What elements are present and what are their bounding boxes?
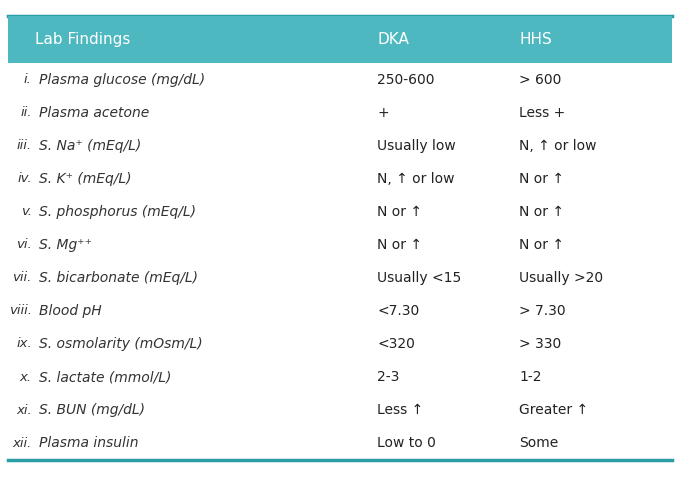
Text: Usually low: Usually low (377, 139, 456, 153)
Text: S. Na⁺ (mEq/L): S. Na⁺ (mEq/L) (39, 139, 141, 153)
Text: HHS: HHS (520, 32, 552, 47)
Text: viii.: viii. (9, 304, 32, 317)
Text: N or ↑: N or ↑ (377, 205, 422, 219)
Text: vii.: vii. (12, 272, 32, 285)
Text: iii.: iii. (17, 140, 32, 153)
FancyBboxPatch shape (8, 63, 672, 96)
Text: Greater ↑: Greater ↑ (520, 403, 589, 417)
Text: S. K⁺ (mEq/L): S. K⁺ (mEq/L) (39, 172, 131, 186)
Text: xi.: xi. (16, 404, 32, 417)
Text: Usually <15: Usually <15 (377, 271, 462, 285)
FancyBboxPatch shape (8, 195, 672, 228)
Text: Plasma insulin: Plasma insulin (39, 436, 138, 450)
Text: ix.: ix. (16, 337, 32, 350)
FancyBboxPatch shape (8, 262, 672, 295)
Text: N, ↑ or low: N, ↑ or low (377, 172, 455, 186)
Text: S. bicarbonate (mEq/L): S. bicarbonate (mEq/L) (39, 271, 198, 285)
FancyBboxPatch shape (8, 360, 672, 394)
FancyBboxPatch shape (8, 16, 672, 63)
Text: +: + (377, 106, 389, 120)
Text: S. BUN (mg/dL): S. BUN (mg/dL) (39, 403, 145, 417)
FancyBboxPatch shape (8, 228, 672, 262)
Text: 1-2: 1-2 (520, 370, 542, 384)
FancyBboxPatch shape (8, 295, 672, 327)
FancyBboxPatch shape (8, 327, 672, 360)
Text: x.: x. (20, 371, 32, 384)
Text: Lab Findings: Lab Findings (35, 32, 131, 47)
Text: N or ↑: N or ↑ (520, 172, 564, 186)
Text: S. Mg⁺⁺: S. Mg⁺⁺ (39, 238, 92, 252)
Text: N or ↑: N or ↑ (520, 205, 564, 219)
Text: N or ↑: N or ↑ (520, 238, 564, 252)
Text: Less +: Less + (520, 106, 566, 120)
Text: Plasma acetone: Plasma acetone (39, 106, 149, 120)
Text: Less ↑: Less ↑ (377, 403, 424, 417)
Text: 2-3: 2-3 (377, 370, 400, 384)
Text: Blood pH: Blood pH (39, 304, 101, 318)
Text: iv.: iv. (17, 172, 32, 185)
Text: Low to 0: Low to 0 (377, 436, 436, 450)
Text: xii.: xii. (12, 436, 32, 449)
Text: S. osmolarity (mOsm/L): S. osmolarity (mOsm/L) (39, 337, 202, 351)
Text: S. phosphorus (mEq/L): S. phosphorus (mEq/L) (39, 205, 196, 219)
Text: 250-600: 250-600 (377, 73, 435, 87)
Text: N or ↑: N or ↑ (377, 238, 422, 252)
Text: Plasma glucose (mg/dL): Plasma glucose (mg/dL) (39, 73, 205, 87)
FancyBboxPatch shape (8, 130, 672, 162)
Text: v.: v. (21, 205, 32, 218)
FancyBboxPatch shape (8, 394, 672, 427)
Text: <320: <320 (377, 337, 415, 351)
FancyBboxPatch shape (8, 96, 672, 130)
FancyBboxPatch shape (8, 162, 672, 195)
FancyBboxPatch shape (8, 427, 672, 459)
Text: > 330: > 330 (520, 337, 562, 351)
Text: <7.30: <7.30 (377, 304, 420, 318)
Text: Some: Some (520, 436, 559, 450)
Text: S. lactate (mmol/L): S. lactate (mmol/L) (39, 370, 171, 384)
Text: ii.: ii. (20, 107, 32, 120)
Text: > 7.30: > 7.30 (520, 304, 566, 318)
Text: > 600: > 600 (520, 73, 562, 87)
Text: Usually >20: Usually >20 (520, 271, 604, 285)
Text: DKA: DKA (377, 32, 409, 47)
Text: i.: i. (24, 73, 32, 86)
Text: N, ↑ or low: N, ↑ or low (520, 139, 597, 153)
Text: vi.: vi. (16, 239, 32, 252)
